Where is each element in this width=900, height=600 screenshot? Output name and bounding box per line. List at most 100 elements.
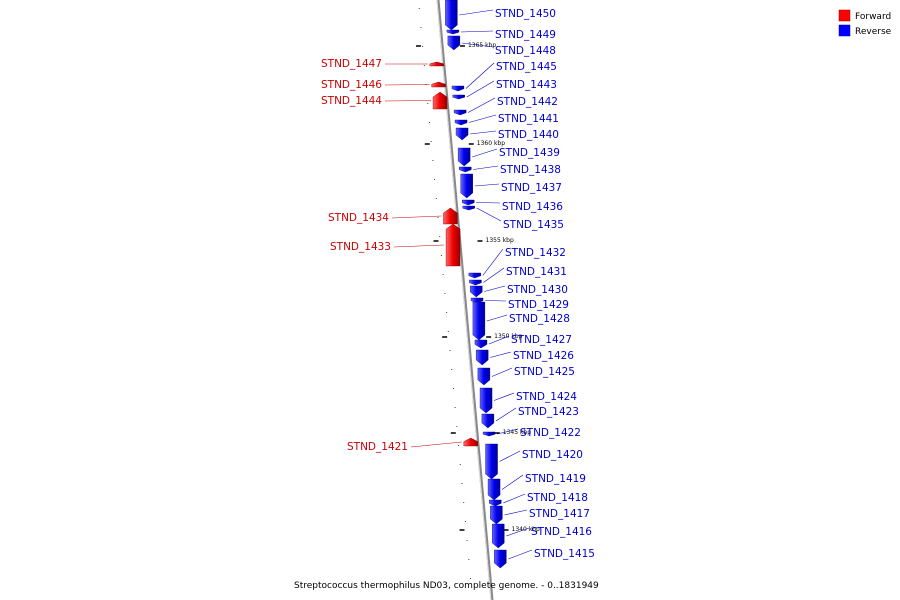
gene-stnd-1430-arrow[interactable] <box>470 285 483 298</box>
leader-stnd-1425 <box>491 367 513 377</box>
gene-label-stnd-1449[interactable]: STND_1449 <box>495 29 556 41</box>
gene-stnd-1450-arrow[interactable] <box>445 0 458 31</box>
gene-stnd-1436-arrow[interactable] <box>462 199 475 206</box>
gene-stnd-1428-arrow[interactable] <box>472 301 486 341</box>
scale-dot <box>418 8 420 9</box>
gene-stnd-1415-arrow[interactable] <box>494 549 507 569</box>
gene-label-stnd-1421[interactable]: STND_1421 <box>347 441 408 453</box>
gene-stnd-1434-arrow[interactable] <box>443 207 458 225</box>
gene-label-stnd-1450[interactable]: STND_1450 <box>495 8 556 20</box>
leader-stnd-1449 <box>460 30 494 33</box>
scale-dot <box>463 502 465 503</box>
scale-dot <box>446 312 448 313</box>
gene-stnd-1447-arrow[interactable] <box>429 61 444 67</box>
gene-stnd-1442-arrow[interactable] <box>453 109 467 116</box>
gene-label-stnd-1422[interactable]: STND_1422 <box>520 427 581 439</box>
gene-label-stnd-1438[interactable]: STND_1438 <box>500 164 561 176</box>
gene-stnd-1423-arrow[interactable] <box>481 413 495 429</box>
gene-label-stnd-1441[interactable]: STND_1441 <box>498 113 559 125</box>
gene-label-stnd-1437[interactable]: STND_1437 <box>501 182 562 194</box>
gene-label-stnd-1415[interactable]: STND_1415 <box>534 548 595 560</box>
leader-stnd-1432 <box>482 248 504 276</box>
gene-label-stnd-1432[interactable]: STND_1432 <box>505 247 566 259</box>
gene-label-stnd-1427[interactable]: STND_1427 <box>511 334 572 346</box>
gene-label-stnd-1430[interactable]: STND_1430 <box>507 284 568 296</box>
gene-stnd-1417-arrow[interactable] <box>490 505 503 525</box>
leader-stnd-1420 <box>499 450 521 462</box>
scale-dot <box>449 350 451 351</box>
leader-stnd-1418 <box>503 493 526 504</box>
scale-dot <box>420 27 422 28</box>
gene-label-stnd-1419[interactable]: STND_1419 <box>525 473 586 485</box>
scale-dot <box>454 407 456 408</box>
gene-stnd-1426-arrow[interactable] <box>475 349 489 366</box>
leader-stnd-1416 <box>506 527 530 537</box>
gene-label-stnd-1446[interactable]: STND_1446 <box>321 79 382 91</box>
gene-label-stnd-1426[interactable]: STND_1426 <box>513 350 574 362</box>
gene-stnd-1422-arrow[interactable] <box>482 431 496 437</box>
leader-stnd-1426 <box>490 351 512 358</box>
gene-stnd-1443-arrow[interactable] <box>452 94 465 100</box>
gene-label-stnd-1420[interactable]: STND_1420 <box>522 449 583 461</box>
scale-dot <box>440 255 442 256</box>
gene-stnd-1418-arrow[interactable] <box>489 499 502 507</box>
leader-stnd-1428 <box>486 314 508 322</box>
gene-label-stnd-1434[interactable]: STND_1434 <box>328 212 389 224</box>
leader-stnd-1431 <box>483 267 505 283</box>
gene-stnd-1444-arrow[interactable] <box>432 91 448 110</box>
gene-label-stnd-1433[interactable]: STND_1433 <box>330 241 391 253</box>
gene-stnd-1439-arrow[interactable] <box>457 147 471 167</box>
gene-stnd-1433-arrow[interactable] <box>445 223 461 267</box>
gene-label-stnd-1425[interactable]: STND_1425 <box>514 366 575 378</box>
gene-stnd-1431-arrow[interactable] <box>469 279 482 286</box>
gene-label-stnd-1423[interactable]: STND_1423 <box>518 406 579 418</box>
leader-stnd-1445 <box>465 62 495 89</box>
gene-stnd-1441-arrow[interactable] <box>454 119 468 126</box>
gene-stnd-1449-arrow[interactable] <box>446 29 460 35</box>
gene-label-stnd-1448[interactable]: STND_1448 <box>495 45 556 57</box>
gene-label-stnd-1443[interactable]: STND_1443 <box>496 79 557 91</box>
tick-label: 1340 kbp <box>512 526 540 533</box>
leader-stnd-1450 <box>459 9 494 16</box>
gene-stnd-1424-arrow[interactable] <box>479 387 493 414</box>
gene-stnd-1421-arrow[interactable] <box>463 437 478 447</box>
gene-label-stnd-1428[interactable]: STND_1428 <box>509 313 570 325</box>
gene-label-stnd-1429[interactable]: STND_1429 <box>508 299 569 311</box>
leader-stnd-1448 <box>461 42 494 48</box>
gene-stnd-1427-arrow[interactable] <box>474 339 488 349</box>
scale-dot <box>423 65 425 66</box>
leader-stnd-1434 <box>391 215 442 219</box>
gene-stnd-1416-arrow[interactable] <box>492 523 505 549</box>
gene-label-stnd-1417[interactable]: STND_1417 <box>529 508 590 520</box>
legend-reverse-swatch <box>838 24 851 37</box>
gene-label-stnd-1431[interactable]: STND_1431 <box>506 266 567 278</box>
gene-label-stnd-1442[interactable]: STND_1442 <box>497 96 558 108</box>
gene-label-stnd-1445[interactable]: STND_1445 <box>496 61 557 73</box>
gene-stnd-1425-arrow[interactable] <box>477 367 491 386</box>
gene-stnd-1420-arrow[interactable] <box>485 443 498 480</box>
gene-label-stnd-1440[interactable]: STND_1440 <box>498 129 559 141</box>
gene-stnd-1419-arrow[interactable] <box>487 478 501 501</box>
tick-label: 1355 kbp <box>486 237 514 244</box>
gene-stnd-1446-arrow[interactable] <box>431 81 446 88</box>
genome-backbone <box>436 0 494 600</box>
gene-stnd-1448-arrow[interactable] <box>447 35 461 51</box>
gene-stnd-1435-arrow[interactable] <box>462 205 475 211</box>
gene-stnd-1437-arrow[interactable] <box>460 173 473 199</box>
gene-label-stnd-1444[interactable]: STND_1444 <box>321 95 382 107</box>
gene-label-stnd-1424[interactable]: STND_1424 <box>516 391 577 403</box>
gene-stnd-1438-arrow[interactable] <box>459 166 472 173</box>
gene-label-stnd-1416[interactable]: STND_1416 <box>531 526 592 538</box>
scale-dots <box>418 8 472 579</box>
gene-label-stnd-1439[interactable]: STND_1439 <box>499 147 560 159</box>
gene-stnd-1445-arrow[interactable] <box>451 85 465 92</box>
scale-dot <box>447 331 449 332</box>
gene-label-stnd-1436[interactable]: STND_1436 <box>502 201 563 213</box>
gene-label-stnd-1435[interactable]: STND_1435 <box>503 219 564 231</box>
scale-dot <box>461 483 463 484</box>
gene-label-stnd-1447[interactable]: STND_1447 <box>321 58 382 70</box>
gene-stnd-1440-arrow[interactable] <box>455 127 469 141</box>
gene-stnd-1432-arrow[interactable] <box>468 272 481 279</box>
gene-label-stnd-1418[interactable]: STND_1418 <box>527 492 588 504</box>
